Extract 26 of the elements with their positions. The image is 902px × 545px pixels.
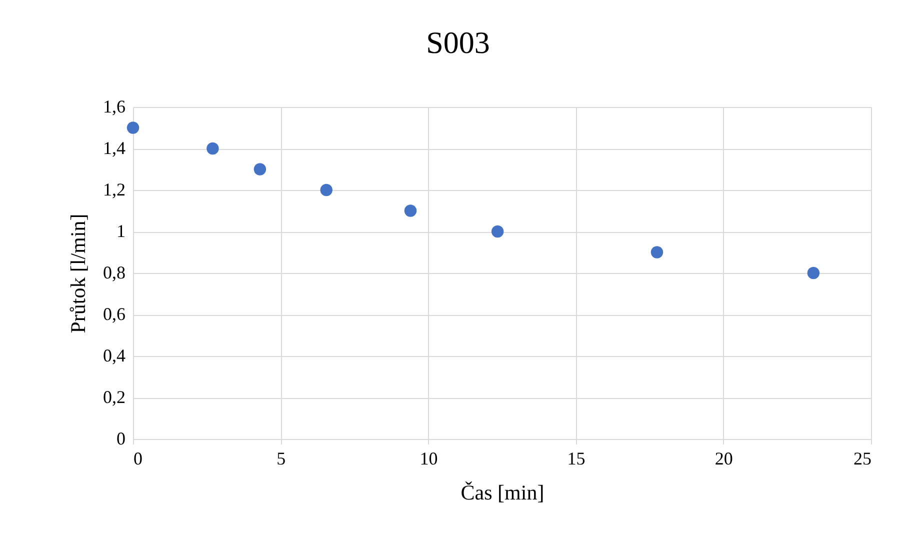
y-tick-label: 0,2 [103, 387, 126, 407]
y-tick-label: 0,6 [103, 304, 126, 324]
y-tick-label: 0 [116, 428, 126, 448]
x-tick-label: 20 [714, 448, 733, 468]
point [807, 266, 820, 280]
x-tick-label: 0 [134, 448, 142, 468]
x-tick-label: 25 [854, 448, 872, 468]
point [126, 122, 140, 134]
point [254, 163, 266, 176]
y-axis-title: Průtok [l/min] [66, 214, 90, 334]
point [320, 184, 332, 196]
y-tick-label: 1,6 [103, 96, 126, 116]
point [404, 204, 417, 217]
point [650, 246, 664, 258]
x-tick-label: 10 [420, 448, 438, 468]
chart-title: S003 [426, 25, 490, 60]
x-axis-title: Čas [min] [460, 480, 544, 504]
y-tick-label: 1,4 [103, 138, 126, 158]
y-tick-label: 0,8 [103, 262, 126, 282]
y-tick-label: 0,4 [103, 346, 126, 366]
y-tick-label: 1 [116, 221, 126, 241]
y-tick-label: 1,2 [103, 180, 126, 200]
point [206, 142, 219, 155]
x-tick-label: 15 [567, 448, 586, 468]
x-tick-label: 5 [276, 448, 286, 468]
point [491, 225, 504, 238]
